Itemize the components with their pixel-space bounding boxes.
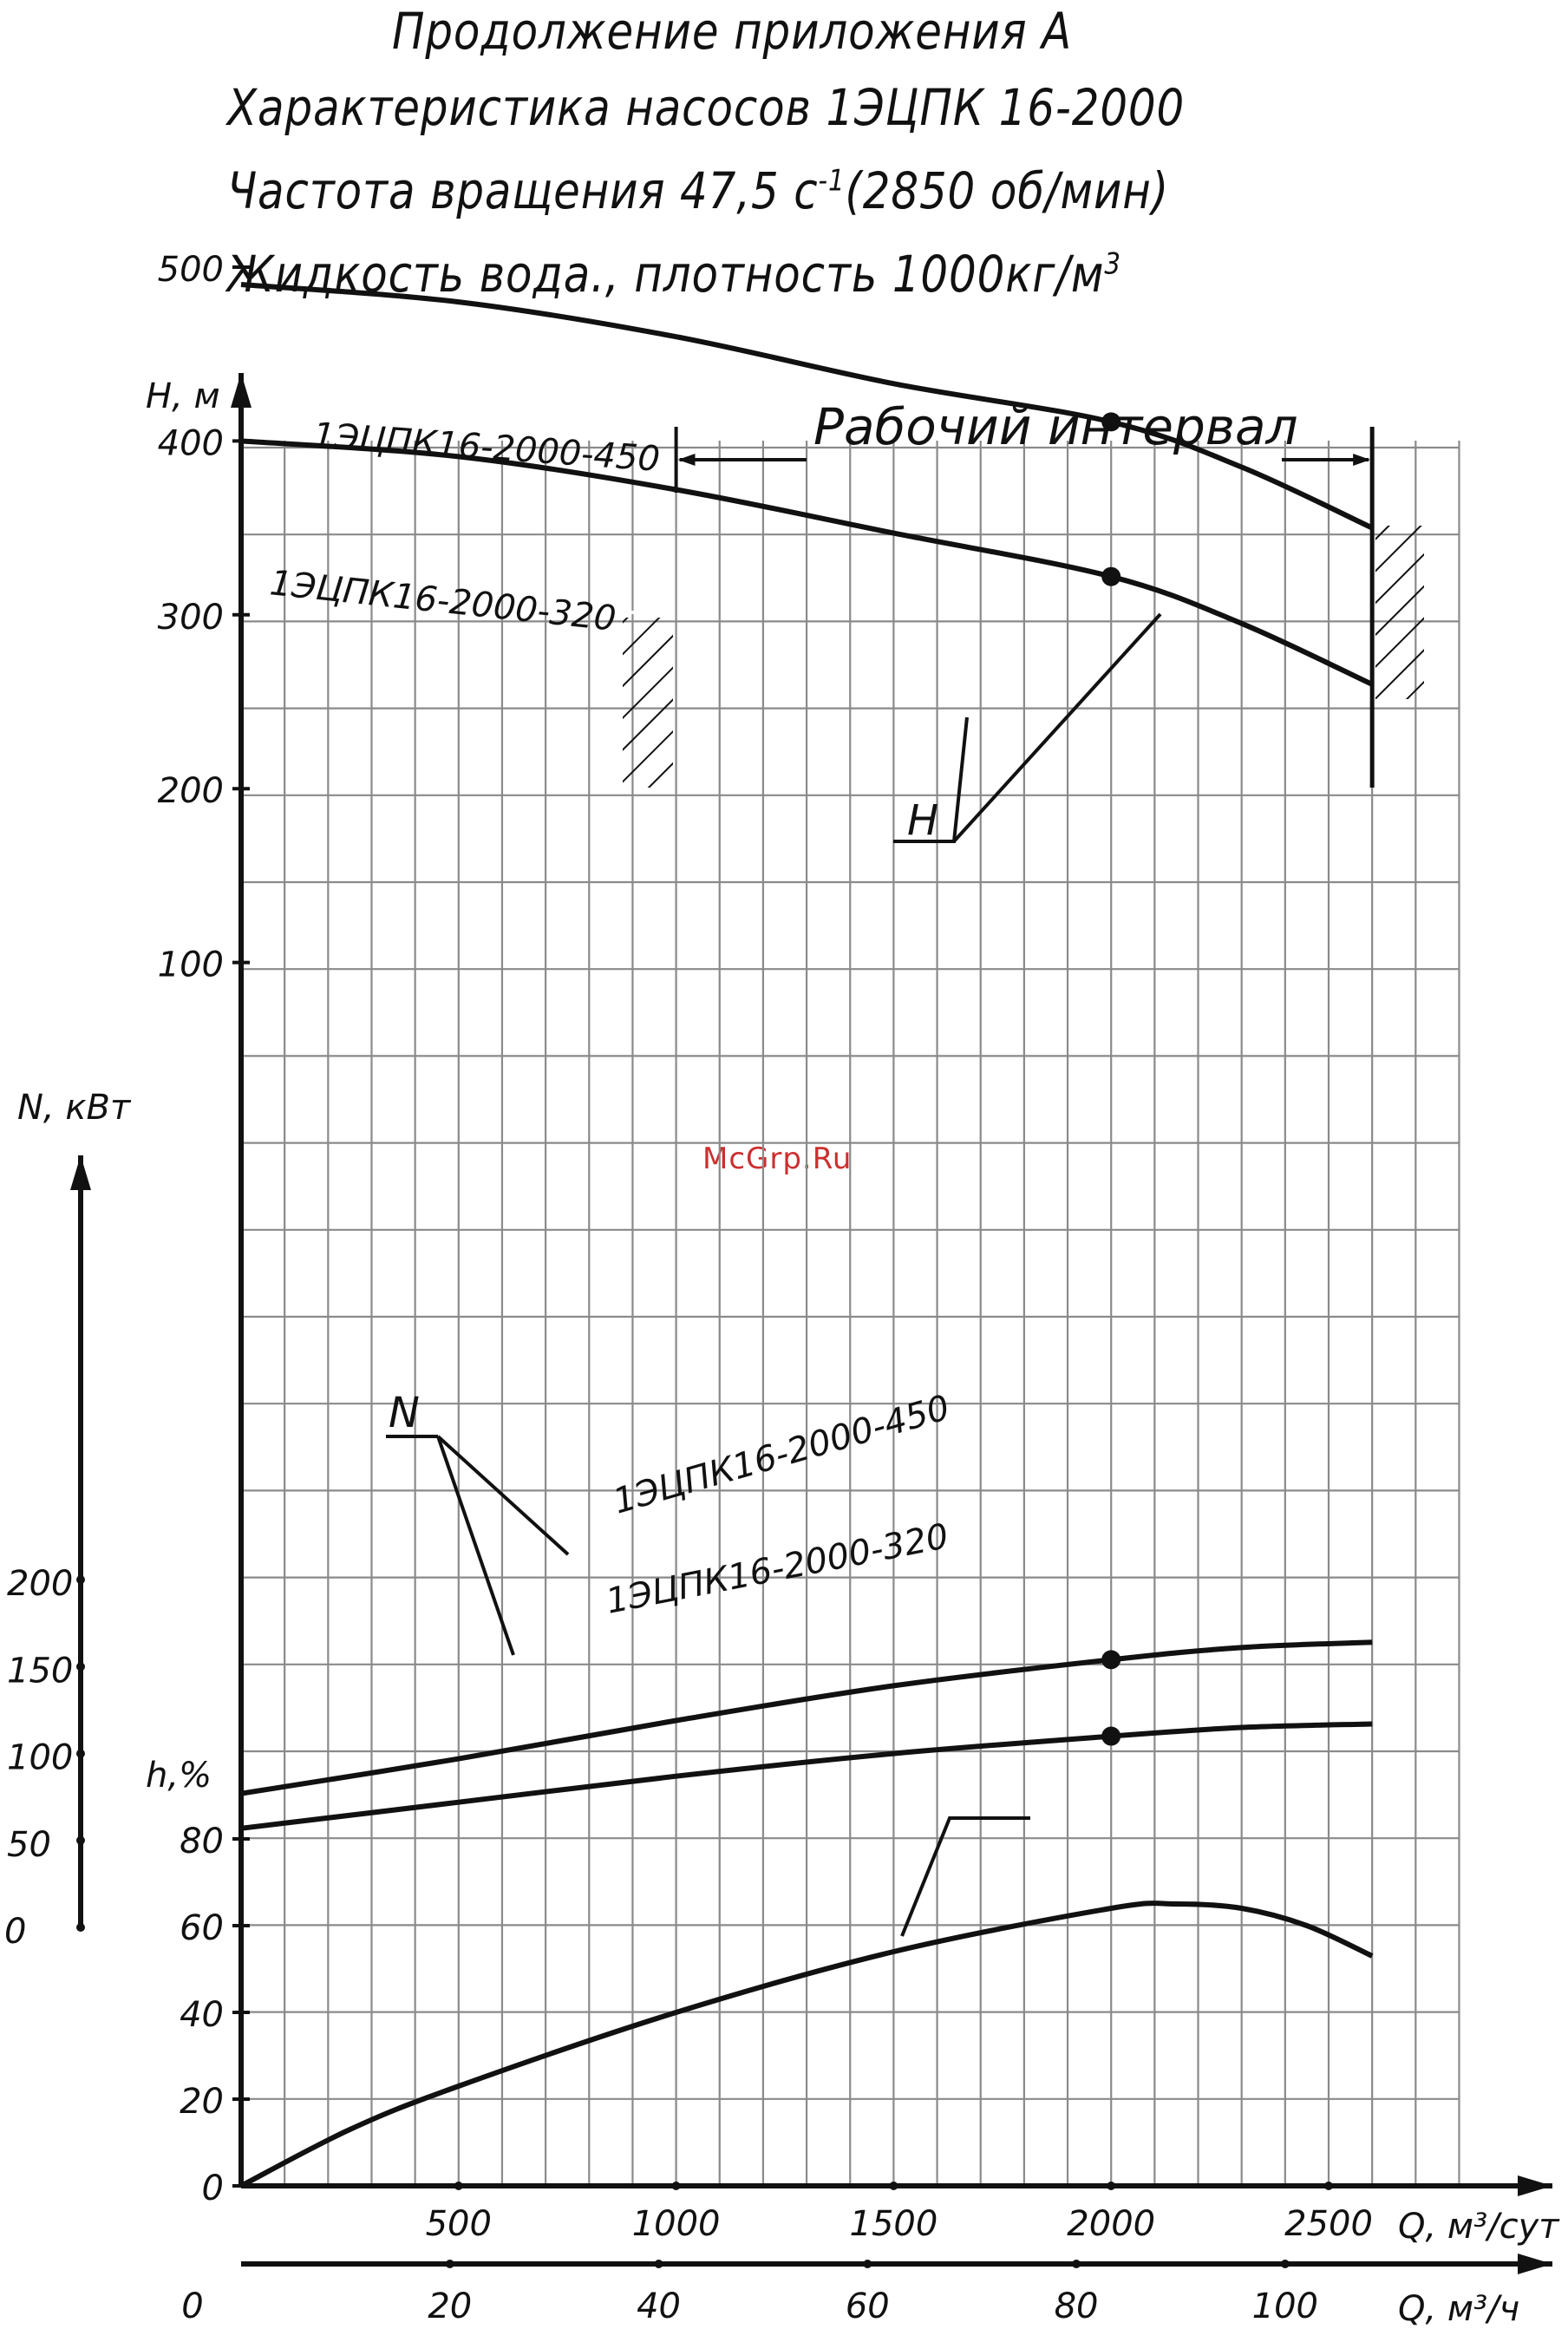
head-axis-label: H, м — [146, 376, 220, 416]
q-hour-axis-tick — [1280, 2260, 1290, 2268]
q-day-tick-label: 1000 — [632, 2204, 721, 2244]
head-tick-label: 400 — [158, 423, 224, 463]
head-tick-label: 300 — [158, 598, 224, 638]
power-tick-label: 0 — [4, 1912, 26, 1952]
q-day-axis-tick — [889, 2182, 898, 2190]
title-line-2: Характеристика насосов 1ЭЦПК 16-2000 — [227, 78, 1186, 137]
title-line-3-rpm: (2850 об/мин) — [845, 161, 1170, 220]
power-tick-label: 200 — [7, 1564, 73, 1604]
head-tick-label: 100 — [158, 945, 224, 985]
q-hour-tick-label: 0 — [181, 2286, 203, 2326]
chart-grid — [239, 441, 1460, 2188]
efficiency-tick-label: 0 — [202, 2169, 224, 2208]
efficiency-curve — [239, 1900, 1374, 2188]
power-series-label-450: 1ЭЦПК16-2000-450 — [609, 1388, 954, 1522]
efficiency-tick-label: 60 — [180, 1908, 224, 1948]
q-hour-tick-label: 20 — [428, 2286, 472, 2326]
chart-curves — [239, 282, 1374, 2188]
q-day-tick-label: 1500 — [850, 2204, 938, 2244]
chart-axes — [70, 265, 1552, 2274]
head-marker-450 — [1101, 412, 1121, 432]
q-day-tick-label: 2000 — [1067, 2204, 1155, 2244]
working-range-label: Рабочий интервал — [813, 397, 1298, 456]
hatch-cap-left — [623, 611, 673, 614]
head-series-label-450: 1ЭЦПК16-2000-450 — [311, 415, 661, 480]
power-axis-tick — [76, 1923, 85, 1932]
hatch-zone-left — [623, 618, 673, 788]
efficiency-tick-label: 80 — [180, 1822, 224, 1861]
power-tick-label: 100 — [7, 1738, 73, 1778]
efficiency-tick-label: 20 — [180, 2082, 224, 2122]
q-hour-axis-tick — [654, 2260, 663, 2268]
power-marker-320 — [1101, 1726, 1121, 1746]
power-callout-leader-1 — [436, 1435, 570, 1556]
q-hour-tick-label: 60 — [846, 2286, 890, 2326]
title-line-3-sup: -1 — [818, 163, 846, 199]
q-hour-axis-tick — [445, 2260, 454, 2268]
head-series-label-320: 1ЭЦПК16-2000-320 — [268, 563, 617, 639]
power-tick-label: 150 — [7, 1651, 73, 1691]
efficiency-axis-label: h,% — [146, 1756, 212, 1796]
title-line-3-text: Частота вращения 47,5 с — [227, 161, 819, 220]
q-day-axis-label: Q, м³/сут — [1398, 2207, 1560, 2247]
q-day-axis-tick — [1324, 2182, 1333, 2190]
q-day-axis-arrow — [1518, 2175, 1552, 2196]
q-day-axis-tick — [1107, 2182, 1116, 2190]
efficiency-tick-label: 40 — [180, 1995, 224, 2035]
watermark: McGrp.Ru — [702, 1142, 853, 1176]
title-block: Продолжение приложения А Характеристика … — [0, 0, 1568, 330]
q-day-tick-label: 2500 — [1284, 2204, 1373, 2244]
power-axis-arrow — [70, 1155, 91, 1190]
q-hour-axis-label: Q, м³/ч — [1398, 2289, 1519, 2329]
hatch-zone-right — [1375, 526, 1424, 699]
power-series-label-320: 1ЭЦПК16-2000-320 — [603, 1516, 951, 1622]
power-axis-tick — [76, 1749, 85, 1758]
head-axis-arrow — [231, 373, 252, 408]
head-callout-leader-2 — [952, 612, 1162, 843]
power-curve-320 — [240, 1721, 1373, 1831]
title-line-4-sup: 3 — [1104, 246, 1121, 282]
q-hour-axis-tick — [863, 2260, 872, 2268]
q-hour-axis-tick — [1072, 2260, 1081, 2268]
power-axis-tick — [76, 1662, 85, 1672]
head-callout-label: H — [907, 796, 938, 845]
q-day-axis-tick — [671, 2182, 681, 2190]
q-day-tick-label: 500 — [426, 2204, 492, 2244]
title-line-1: Продолжение приложения А — [392, 2, 1073, 61]
q-hour-tick-label: 40 — [637, 2286, 681, 2326]
head-curve-320 — [240, 438, 1374, 687]
q-hour-tick-label: 80 — [1055, 2286, 1099, 2326]
power-callout-leader-2 — [436, 1436, 515, 1656]
head-tick-label: 200 — [158, 771, 224, 811]
power-axis-label: N, кВт — [17, 1088, 132, 1128]
q-hour-axis-arrow — [1518, 2254, 1552, 2274]
q-day-axis-tick — [454, 2182, 463, 2190]
power-axis-tick — [76, 1835, 85, 1845]
head-marker-320 — [1101, 566, 1121, 586]
head-tick-label: 500 — [158, 250, 224, 290]
head-curve-450 — [240, 282, 1374, 531]
power-tick-label: 50 — [7, 1825, 51, 1865]
power-curve-450 — [240, 1639, 1373, 1796]
power-marker-450 — [1101, 1650, 1121, 1670]
efficiency-callout-leader — [900, 1816, 1030, 1937]
power-axis-tick — [76, 1575, 85, 1585]
title-line-3: Частота вращения 47,5 с-1(2850 об/мин) — [227, 161, 1169, 220]
power-callout-label: N — [389, 1389, 420, 1437]
q-hour-tick-label: 100 — [1252, 2286, 1318, 2326]
